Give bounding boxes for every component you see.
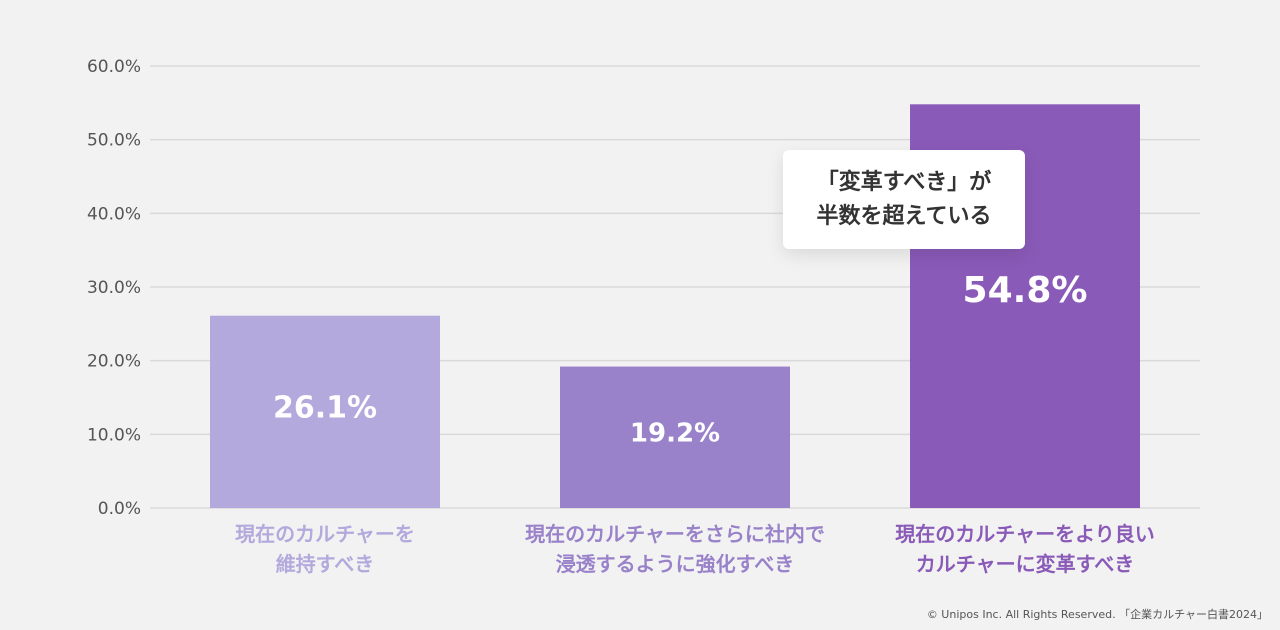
copyright-footer: © Unipos Inc. All Rights Reserved. 「企業カル… — [926, 608, 1268, 621]
y-tick-label: 20.0% — [87, 352, 141, 372]
category-label: 維持すべき — [276, 552, 375, 576]
bar-value-label: 19.2% — [630, 419, 720, 449]
y-tick-label: 40.0% — [87, 204, 141, 224]
annotation-line-2: 半数を超えている — [816, 203, 992, 229]
bar — [210, 315, 440, 508]
category-label: 現在のカルチャーを — [235, 522, 415, 546]
category-label: カルチャーに変革すべき — [916, 552, 1134, 576]
y-tick-label: 0.0% — [98, 499, 141, 519]
y-tick-label: 30.0% — [87, 278, 141, 298]
bar-value-label: 54.8% — [963, 270, 1088, 311]
bar-value-label: 26.1% — [273, 391, 377, 426]
y-tick-label: 50.0% — [87, 131, 141, 151]
annotation-callout: 「変革すべき」が 半数を超えている — [783, 150, 1025, 249]
category-label: 現在のカルチャーをより良い — [895, 522, 1154, 546]
annotation-line-1: 「変革すべき」が — [816, 169, 992, 195]
category-label: 現在のカルチャーをさらに社内で — [525, 522, 825, 546]
y-tick-label: 60.0% — [87, 57, 141, 77]
y-tick-label: 10.0% — [87, 425, 141, 445]
bar — [560, 366, 790, 508]
category-label: 浸透するように強化すべき — [556, 552, 795, 576]
